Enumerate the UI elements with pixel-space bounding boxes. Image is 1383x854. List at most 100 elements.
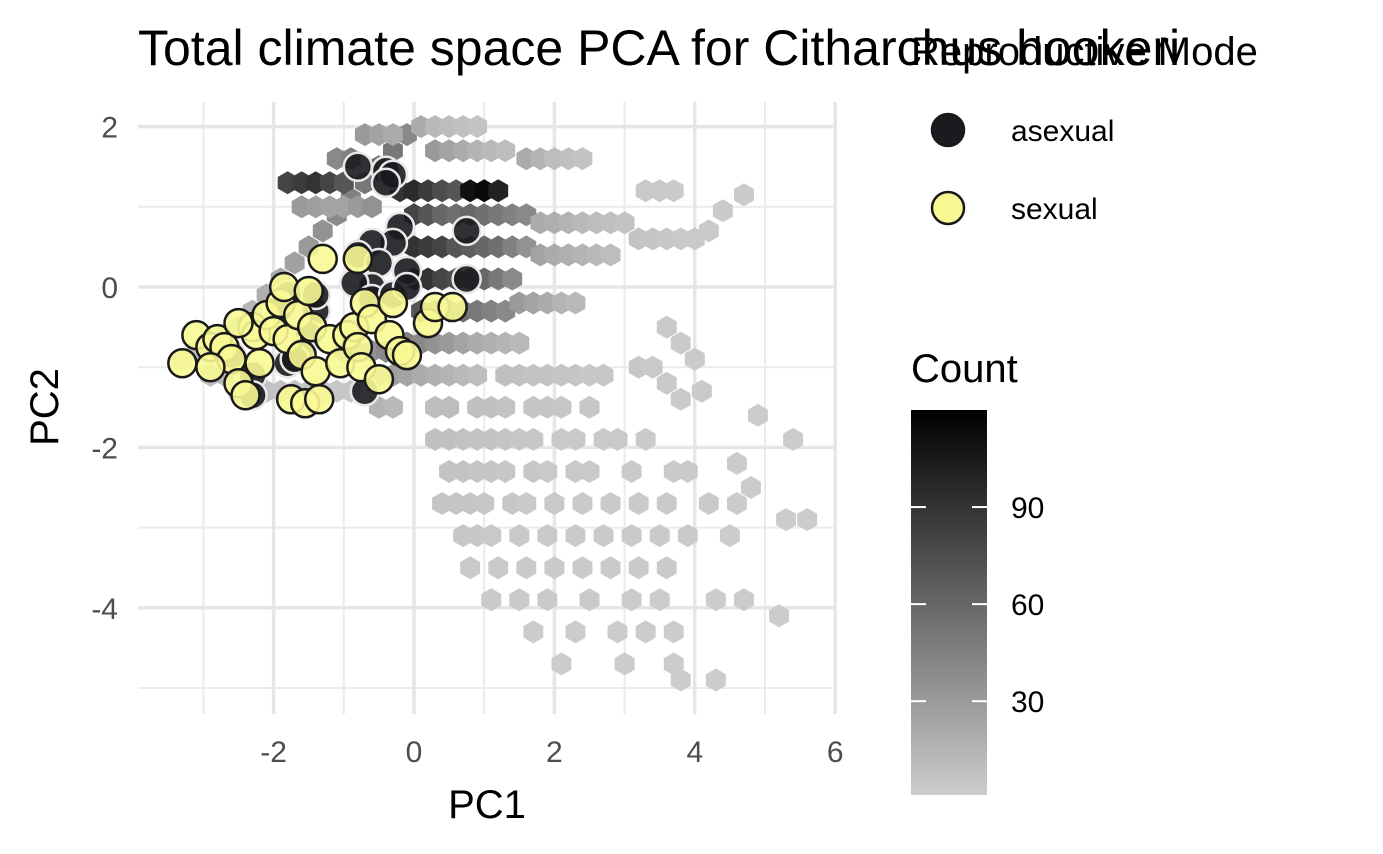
- hex-cell: [488, 179, 509, 203]
- hex-cell: [698, 492, 719, 515]
- hex-cell: [537, 588, 558, 612]
- hex-cell: [727, 451, 747, 475]
- x-axis-title: PC1: [448, 783, 526, 827]
- hex-cell: [600, 492, 621, 515]
- y-axis-ticks: 2 0 -2 -4: [91, 112, 118, 626]
- sexual-point: [293, 275, 324, 307]
- hex-cell: [579, 588, 600, 612]
- hex-cell: [719, 524, 740, 548]
- sexual-point: [223, 307, 254, 339]
- hex-cell: [734, 588, 754, 612]
- sexual-legend-key: [930, 190, 966, 226]
- hex-cell: [635, 427, 656, 451]
- hex-cell: [579, 460, 600, 483]
- sexual-point: [303, 384, 335, 415]
- hex-cell: [663, 179, 684, 203]
- sexual-point: [307, 243, 338, 275]
- hex-cell: [565, 427, 586, 451]
- hex-cell: [670, 387, 691, 411]
- hex-cell: [551, 395, 572, 419]
- hex-cell: [677, 460, 698, 483]
- hex-cell: [621, 588, 642, 612]
- hex-cell: [516, 556, 537, 580]
- hex-cell: [572, 147, 593, 171]
- x-tick-label: 0: [406, 736, 423, 769]
- x-tick-label: 6: [827, 736, 844, 769]
- hex-cell: [748, 403, 768, 427]
- hex-cell: [579, 395, 600, 419]
- hex-cell: [495, 460, 516, 483]
- hex-cell: [797, 508, 818, 532]
- asexual-point: [370, 167, 402, 198]
- hex-cell: [361, 195, 382, 219]
- hex-cell: [656, 371, 677, 395]
- hex-cell: [481, 588, 502, 612]
- hex-cell: [523, 427, 544, 451]
- asexual-point: [451, 263, 482, 295]
- hex-cell: [537, 524, 558, 548]
- hex-cell: [544, 556, 565, 580]
- hex-cell: [656, 492, 677, 515]
- hex-cell: [705, 588, 726, 612]
- hex-cell: [481, 524, 502, 548]
- hex-cell: [593, 524, 614, 548]
- hex-cell: [621, 524, 642, 548]
- hex-cell: [684, 347, 705, 371]
- asexual-legend-key: [930, 112, 966, 148]
- hex-cell: [600, 243, 621, 267]
- x-tick-label: -2: [260, 736, 287, 769]
- hex-cell: [495, 139, 516, 163]
- hex-cell: [474, 492, 495, 515]
- hex-cell: [741, 476, 761, 499]
- hex-cell: [523, 620, 544, 644]
- sexual-point: [377, 287, 409, 319]
- hex-cell: [776, 508, 796, 532]
- hex-cell: [635, 620, 656, 644]
- asexual-point: [342, 151, 374, 182]
- hex-cell: [488, 556, 509, 580]
- y-tick-label: -2: [91, 432, 118, 465]
- sexual-point: [230, 380, 261, 411]
- colorbar-ticks: 30 60 90: [911, 492, 1044, 719]
- hex-cell: [663, 652, 684, 676]
- sexual-point: [268, 271, 300, 303]
- hex-cell: [383, 395, 403, 419]
- hex-cell: [572, 492, 593, 515]
- sexual-point: [391, 339, 423, 371]
- y-tick-label: 0: [101, 272, 118, 305]
- hex-cell: [642, 355, 663, 379]
- hex-cell: [698, 219, 719, 243]
- hex-cell: [537, 460, 558, 483]
- hex-cell: [593, 363, 614, 387]
- hex-cell: [572, 556, 593, 580]
- hex-cell: [656, 315, 677, 339]
- sexual-point: [195, 351, 226, 383]
- hex-cell: [565, 291, 586, 315]
- hex-cell: [691, 379, 712, 403]
- asexual-point: [451, 215, 482, 247]
- hex-cell: [467, 115, 488, 139]
- hex-cell: [467, 363, 488, 387]
- asexual-legend-label: asexual: [1011, 115, 1114, 148]
- y-tick-label: -4: [91, 593, 118, 626]
- colorbar-tick-label: 30: [1011, 686, 1044, 719]
- x-tick-label: 2: [546, 736, 563, 769]
- points-legend-title: Reproductive Mode: [911, 30, 1258, 74]
- hex-cell: [544, 492, 565, 515]
- colorbar-tick-label: 90: [1011, 492, 1044, 525]
- chart-title: Total climate space PCA for Citharchus h…: [138, 20, 1180, 76]
- count-colorbar: [911, 410, 987, 795]
- points-legend: asexual sexual: [930, 112, 1114, 226]
- hex-cell: [600, 556, 621, 580]
- hex-cell: [516, 492, 537, 515]
- hex-cell: [614, 211, 635, 235]
- hex-cell: [670, 668, 691, 692]
- hex-cell: [460, 556, 481, 580]
- x-axis-ticks: -2 0 2 4 6: [260, 736, 843, 769]
- hex-cell: [677, 524, 698, 548]
- hex-cell: [509, 524, 530, 548]
- hex-cell: [769, 604, 789, 628]
- colorbar-tick-label: 60: [1011, 589, 1044, 622]
- hex-cell: [502, 267, 523, 291]
